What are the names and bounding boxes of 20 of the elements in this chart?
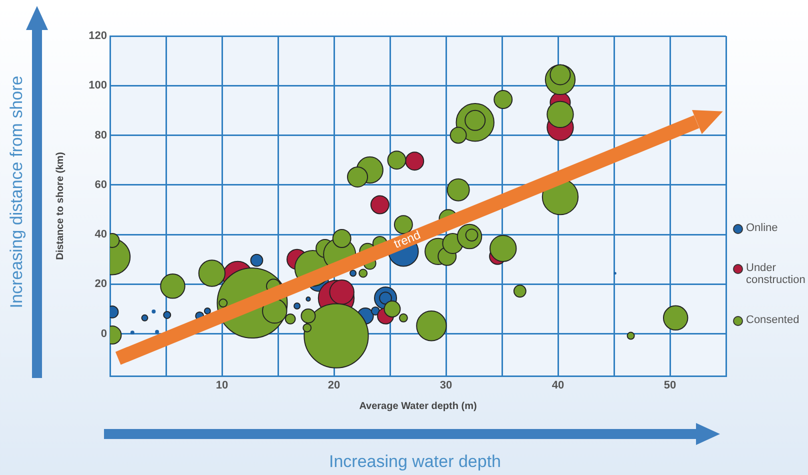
x-tick-label: 10 [216, 380, 228, 392]
legend-label: Online [746, 222, 778, 234]
x-tick-label: 40 [552, 380, 564, 392]
x-axis-title: Average Water depth (m) [359, 400, 477, 412]
legend-label: Under construction [746, 262, 806, 286]
y-tick-label: 40 [94, 228, 107, 241]
y-tick-label: 80 [94, 129, 107, 142]
y-tick-label: 100 [88, 80, 107, 92]
x-tick-label: 30 [440, 380, 452, 392]
y-tick-label: 0 [100, 328, 107, 340]
text: Increasing distance from shore [7, 76, 27, 308]
text: trend [392, 228, 422, 252]
y-tick-label: 60 [94, 178, 107, 191]
y-axis-title: Distance to shore (km) [54, 152, 66, 260]
x-tick-label: 50 [664, 380, 676, 392]
x-tick-label: 20 [328, 380, 340, 392]
text: Increasing water depth [329, 452, 501, 472]
y-tick-label: 20 [94, 278, 107, 290]
y-tick-label: 120 [88, 30, 107, 42]
legend-label: Consented [746, 314, 800, 326]
